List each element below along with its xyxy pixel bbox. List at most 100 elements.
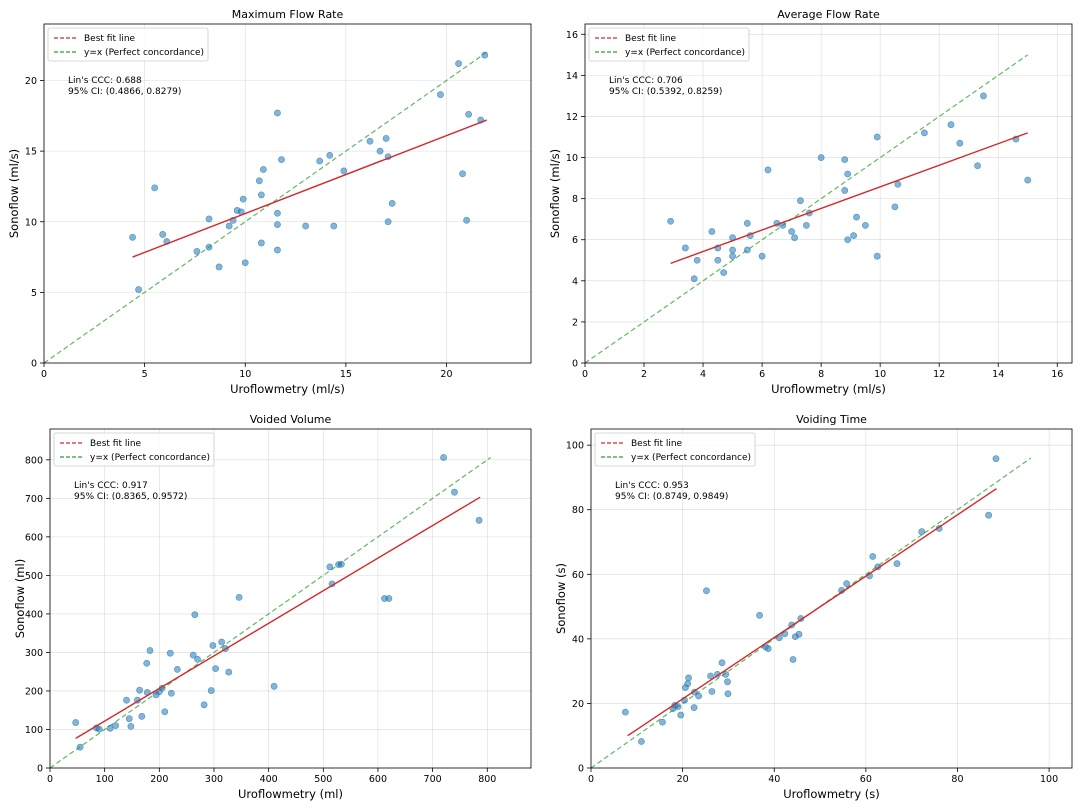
data-point (667, 217, 674, 225)
x-tick-label: 15 (340, 369, 352, 380)
identity-line (43, 51, 488, 364)
ci-annotation: 95% CI: (0.8365, 0.9572) (74, 492, 187, 502)
identity-line (590, 457, 1032, 769)
legend: Best fit line y=x (Perfect concordance) (47, 27, 209, 62)
plot-frame (49, 428, 532, 769)
data-point (255, 177, 263, 185)
data-point (743, 219, 751, 227)
y-tick-label: 300 (25, 648, 43, 659)
data-point (112, 722, 119, 730)
data-point (159, 231, 167, 238)
data-point (385, 595, 393, 602)
legend-label-fit: Best fit line (84, 34, 136, 44)
data-point (718, 659, 726, 667)
subplot-1: 0 5 10 15 20 0 5 10 15 20 Maximum Flow Rate Uroflow… (7, 8, 532, 396)
y-tick-label: 20 (572, 699, 584, 710)
legend-label-identity: y=x (Perfect concordance) (631, 453, 751, 463)
data-point (690, 275, 698, 283)
data-point (135, 286, 142, 293)
x-tick-label: 16 (1051, 369, 1063, 380)
subplot-2: 0 2 4 6 8 10 12 14 16 0 2 4 6 8 10 12 14 16 Average Flow R… (548, 8, 1073, 396)
data-point (918, 528, 926, 536)
data-point (690, 704, 698, 712)
y-tick-label: 100 (566, 441, 584, 452)
data-point (985, 511, 993, 519)
x-tick-label: 300 (205, 774, 223, 785)
y-tick-label: 100 (25, 725, 43, 736)
data-point (366, 137, 374, 145)
y-axis-label: Sonoflow (s) (554, 563, 568, 634)
data-point (125, 715, 133, 723)
x-tick-label: 60 (860, 774, 872, 785)
y-tick-label: 60 (572, 570, 584, 581)
data-point (382, 135, 390, 142)
data-point (758, 252, 766, 260)
y-tick-label: 15 (25, 147, 37, 158)
plot-frame (590, 428, 1073, 769)
data-point (947, 121, 955, 129)
data-point (326, 563, 334, 571)
data-point (455, 60, 462, 67)
y-tick-label: 4 (572, 276, 578, 287)
x-tick-label: 2 (641, 369, 647, 380)
ci-annotation: 95% CI: (0.8749, 0.9849) (615, 492, 728, 502)
data-point (189, 651, 197, 659)
x-tick-label: 6 (759, 369, 765, 380)
data-point (193, 248, 201, 255)
ccc-annotation: Lin's CCC: 0.706 (609, 76, 683, 86)
best-fit-line (627, 488, 997, 737)
x-tick-label: 10 (239, 369, 251, 380)
data-point (167, 689, 175, 697)
data-point (708, 228, 716, 235)
data-point (921, 129, 928, 137)
data-point (841, 187, 849, 194)
y-axis-label: Sonoflow (ml/s) (548, 149, 562, 238)
data-point (861, 221, 869, 229)
chart-title: Voided Volume (250, 413, 332, 426)
legend-label-fit: Best fit line (631, 439, 683, 449)
identity-line (49, 457, 491, 769)
data-point (340, 167, 348, 175)
x-tick-label: 12 (933, 369, 945, 380)
data-point (684, 680, 692, 688)
data-point (270, 682, 278, 690)
chart-title: Average Flow Rate (777, 8, 880, 21)
ccc-annotation: Lin's CCC: 0.953 (615, 481, 689, 491)
y-tick-label: 10 (566, 153, 578, 164)
data-point (844, 236, 852, 244)
data-point (893, 560, 901, 568)
data-point (72, 719, 80, 726)
data-point (440, 454, 447, 461)
y-tick-label: 400 (25, 609, 43, 620)
data-point (695, 692, 703, 700)
x-tick-label: 14 (992, 369, 1004, 380)
x-tick-label: 20 (440, 369, 452, 380)
data-point (326, 151, 334, 159)
x-tick-label: 5 (142, 369, 148, 380)
data-point (674, 703, 682, 711)
chart-title: Maximum Flow Rate (232, 8, 344, 21)
best-fit-line (670, 132, 1028, 265)
data-point (437, 91, 444, 99)
data-point (146, 647, 154, 654)
data-point (235, 593, 243, 601)
legend: Best fit line y=x (Perfect concordance) (594, 432, 756, 467)
data-point (205, 215, 213, 223)
data-point (724, 678, 731, 686)
data-point (95, 725, 103, 733)
data-point (891, 203, 899, 211)
y-tick-label: 0 (31, 359, 37, 370)
data-point (720, 269, 728, 276)
y-tick-label: 40 (572, 634, 584, 645)
data-point (729, 246, 736, 254)
data-point (451, 488, 458, 496)
data-point (681, 244, 689, 252)
data-point (1024, 176, 1032, 184)
data-point (384, 218, 392, 226)
x-axis-label: Uroflowmetry (s) (783, 787, 880, 801)
legend-label-identity: y=x (Perfect concordance) (625, 48, 745, 58)
data-point (209, 642, 217, 649)
data-point (316, 157, 324, 165)
best-fit-line (75, 496, 481, 739)
